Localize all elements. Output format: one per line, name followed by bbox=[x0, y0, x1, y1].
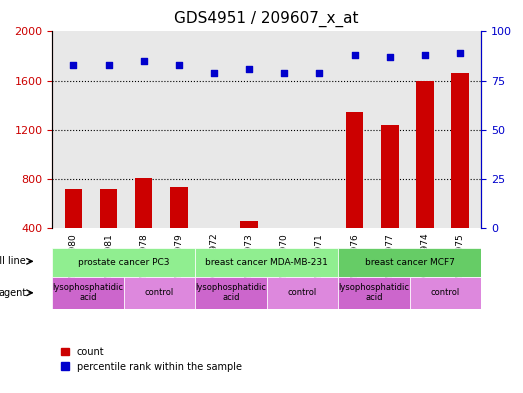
Bar bbox=[311, 228, 328, 277]
Text: cell line: cell line bbox=[0, 256, 26, 266]
Bar bbox=[100, 189, 117, 277]
FancyBboxPatch shape bbox=[195, 248, 338, 277]
Text: breast cancer MDA-MB-231: breast cancer MDA-MB-231 bbox=[206, 258, 328, 267]
Point bbox=[280, 70, 289, 76]
Text: lysophosphatidic
acid: lysophosphatidic acid bbox=[338, 283, 410, 303]
Text: lysophosphatidic
acid: lysophosphatidic acid bbox=[196, 283, 267, 303]
Text: prostate cancer PC3: prostate cancer PC3 bbox=[78, 258, 169, 267]
Bar bbox=[381, 125, 399, 277]
FancyBboxPatch shape bbox=[52, 277, 124, 309]
Text: lysophosphatidic
acid: lysophosphatidic acid bbox=[52, 283, 123, 303]
Point bbox=[105, 62, 113, 68]
Bar bbox=[451, 73, 469, 277]
FancyBboxPatch shape bbox=[267, 277, 338, 309]
Title: GDS4951 / 209607_x_at: GDS4951 / 209607_x_at bbox=[175, 11, 359, 27]
Point bbox=[315, 70, 324, 76]
Legend: count, percentile rank within the sample: count, percentile rank within the sample bbox=[57, 343, 245, 375]
Bar bbox=[170, 187, 188, 277]
FancyBboxPatch shape bbox=[52, 248, 195, 277]
Bar bbox=[135, 178, 153, 277]
Bar bbox=[416, 81, 434, 277]
Bar bbox=[65, 189, 82, 277]
Point bbox=[350, 52, 359, 58]
FancyBboxPatch shape bbox=[338, 248, 481, 277]
Point bbox=[385, 54, 394, 60]
Point bbox=[140, 58, 148, 64]
FancyBboxPatch shape bbox=[338, 277, 410, 309]
Point bbox=[175, 62, 183, 68]
Text: control: control bbox=[145, 288, 174, 297]
Point bbox=[456, 50, 464, 56]
Text: breast cancer MCF7: breast cancer MCF7 bbox=[365, 258, 454, 267]
Point bbox=[245, 66, 253, 72]
Point bbox=[420, 52, 429, 58]
Bar bbox=[241, 220, 258, 277]
Bar bbox=[346, 112, 363, 277]
Bar bbox=[205, 230, 223, 277]
Point bbox=[210, 70, 218, 76]
Point bbox=[69, 62, 77, 68]
FancyBboxPatch shape bbox=[195, 277, 267, 309]
FancyBboxPatch shape bbox=[410, 277, 481, 309]
FancyBboxPatch shape bbox=[124, 277, 195, 309]
Text: agent: agent bbox=[0, 288, 26, 298]
Text: control: control bbox=[288, 288, 317, 297]
Text: control: control bbox=[431, 288, 460, 297]
Bar bbox=[276, 231, 293, 277]
